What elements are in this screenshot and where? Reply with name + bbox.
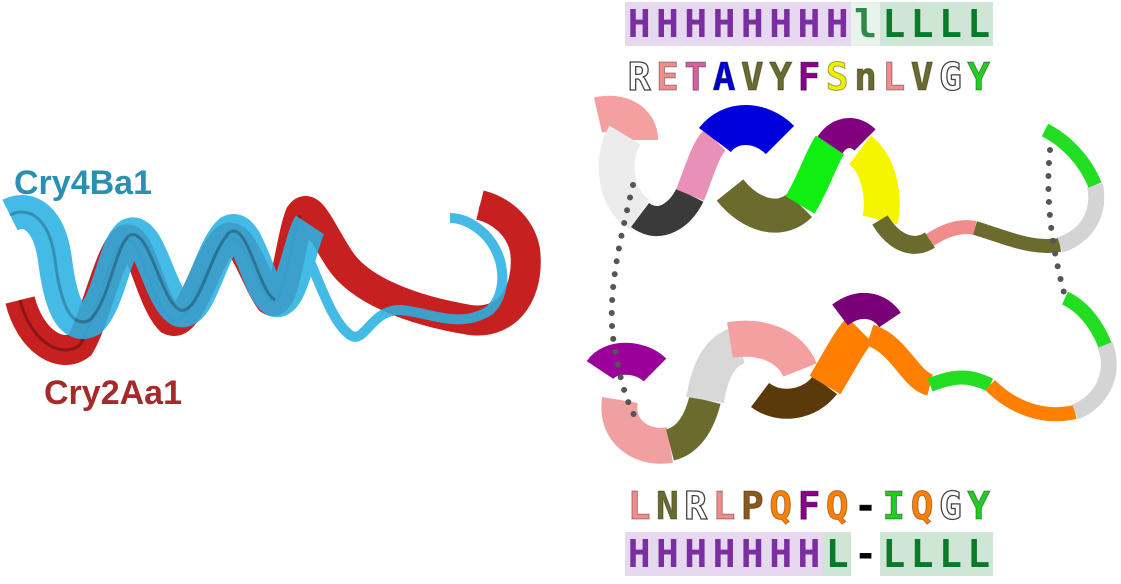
- cry2aa1-label: Cry2Aa1: [44, 374, 182, 412]
- top-ss-char: H: [738, 2, 767, 46]
- bottom-ss-char: H: [766, 532, 795, 576]
- bottom-residue: G: [938, 483, 962, 528]
- bottom-ss-char: H: [625, 532, 654, 576]
- bottom-ss-char: L: [823, 532, 852, 576]
- bottom-ss-char: L: [879, 532, 908, 576]
- cry4ba1-label: Cry4Ba1: [14, 164, 152, 202]
- bottom-residue: L: [712, 484, 736, 529]
- bottom-helix-ribbon: [586, 291, 1117, 464]
- bottom-ss-char: H: [681, 532, 710, 576]
- bottom-ss-char: H: [738, 532, 767, 576]
- top-ss-char: H: [823, 2, 852, 46]
- top-residue: E: [655, 55, 679, 100]
- bottom-ss-char: -: [851, 532, 880, 576]
- top-ss-char: H: [794, 2, 824, 46]
- dotted-connectors: [608, 147, 1069, 428]
- top-helix-ribbon: [594, 95, 1105, 254]
- top-residue: V: [910, 55, 934, 100]
- bottom-ss-char: H: [709, 532, 739, 576]
- top-ss-char: L: [964, 2, 993, 46]
- top-residue: L: [882, 55, 906, 100]
- bottom-residue: P: [740, 484, 764, 529]
- bottom-ss-char: H: [794, 532, 824, 576]
- top-residue: R: [627, 54, 651, 99]
- bottom-residue: L: [627, 484, 651, 529]
- top-ss-char: L: [936, 2, 965, 46]
- top-ss-char: H: [709, 2, 739, 46]
- bottom-residue: Q: [910, 484, 934, 529]
- top-residue: n: [854, 55, 878, 100]
- top-residue: F: [797, 55, 821, 100]
- bottom-ss-char: L: [907, 532, 937, 576]
- bottom-residue: I: [882, 484, 906, 529]
- top-residue: Y: [769, 55, 793, 100]
- left-dotted-connector: [608, 182, 643, 428]
- bottom-residue: R: [684, 483, 708, 528]
- top-ss-char: l: [851, 2, 880, 46]
- bottom-ss-char: L: [936, 532, 965, 576]
- top-ss-char: H: [766, 2, 795, 46]
- bottom-ss-char: H: [653, 532, 682, 576]
- bottom-residue: N: [655, 484, 679, 529]
- top-residue: S: [825, 55, 849, 100]
- right-dotted-connector: [1045, 147, 1069, 303]
- bottom-residue: Y: [967, 484, 991, 529]
- top-residue: T: [684, 55, 708, 100]
- top-residue: V: [740, 55, 764, 100]
- bottom-residue: Q: [825, 484, 849, 529]
- top-ss-char: L: [907, 2, 937, 46]
- superposition-cry4ba1-ribbon: [2, 195, 508, 342]
- bottom-residue: F: [797, 484, 821, 529]
- top-residue: Y: [967, 55, 991, 100]
- bottom-residue: -: [854, 484, 878, 529]
- bottom-residue: Q: [769, 484, 793, 529]
- bottom-ss-char: L: [964, 532, 993, 576]
- top-ss-char: H: [625, 2, 654, 46]
- top-ss-char: H: [681, 2, 710, 46]
- top-residue: A: [712, 55, 736, 100]
- top-residue: G: [938, 54, 962, 99]
- top-ss-char: L: [879, 2, 908, 46]
- top-ss-char: H: [653, 2, 682, 46]
